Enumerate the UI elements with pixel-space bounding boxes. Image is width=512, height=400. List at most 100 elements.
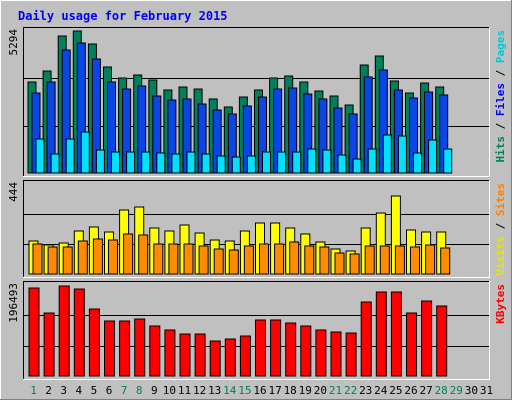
legend-labels: Visits / Sites: [494, 183, 507, 276]
legend-visits: Visits: [494, 236, 507, 276]
bar-pages-day-12: [201, 153, 211, 174]
bar-sites-day-8: [138, 234, 149, 275]
chart-panels: 5294 Hits / Files / Pages 444 Visits / Site…: [7, 27, 507, 380]
bar-pages-day-20: [322, 149, 332, 174]
bar-sites-day-5: [92, 238, 103, 275]
x-tick-label-5: 5: [91, 384, 98, 397]
x-tick-label-27: 27: [419, 384, 432, 397]
bar-pages-day-28: [443, 148, 453, 174]
bar-kbytes-day-26: [406, 312, 417, 377]
bar-kbytes-day-4: [73, 288, 85, 377]
legend-labels: KBytes: [494, 284, 507, 324]
bar-sites-day-7: [123, 233, 134, 275]
x-tick-label-19: 19: [299, 384, 312, 397]
bar-kbytes-day-2: [43, 312, 55, 377]
bar-pages-day-3: [65, 138, 75, 174]
x-tick-label-29: 29: [450, 384, 463, 397]
bar-sites-day-3: [62, 246, 73, 275]
bar-kbytes-day-19: [300, 325, 312, 377]
bar-kbytes-day-20: [315, 329, 327, 377]
legend-sites: Sites: [494, 183, 507, 216]
bar-pages-day-6: [111, 151, 120, 174]
y-axis-max-label: 444: [7, 182, 20, 202]
bar-pages-day-16: [262, 151, 271, 174]
legend-kbytes: KBytes: [494, 284, 507, 324]
bar-pages-day-13: [216, 155, 226, 174]
bar-sites-day-21: [334, 252, 345, 275]
series-kbytes: [28, 285, 448, 377]
x-tick-label-28: 28: [435, 384, 448, 397]
x-tick-label-13: 13: [208, 384, 221, 397]
bar-sites-day-1: [32, 243, 43, 275]
bar-pages-day-27: [428, 139, 438, 174]
x-tick-label-10: 10: [163, 384, 176, 397]
bar-pages-day-15: [246, 155, 256, 174]
x-tick-label-4: 4: [75, 384, 82, 397]
series-sites: [32, 233, 451, 275]
x-tick-label-23: 23: [359, 384, 372, 397]
bar-pages-day-14: [231, 156, 241, 174]
x-tick-label-11: 11: [178, 384, 191, 397]
bar-kbytes-day-12: [194, 333, 206, 377]
y-axis-max-label: 5294: [7, 29, 20, 56]
bar-kbytes-day-22: [345, 332, 357, 377]
bar-pages-day-2: [50, 153, 60, 174]
legend-visits: Visits / Sites: [494, 183, 507, 276]
x-tick-label-15: 15: [238, 384, 251, 397]
bar-pages-day-23: [367, 148, 377, 174]
bar-kbytes-day-15: [239, 335, 251, 377]
legend-separator: /: [494, 63, 507, 83]
bar-kbytes-day-1: [28, 287, 40, 377]
bar-kbytes-day-17: [270, 319, 282, 377]
legend-files: Files: [494, 83, 507, 116]
x-tick-label-30: 30: [465, 384, 478, 397]
bar-pages-day-24: [382, 134, 392, 174]
x-tick-label-21: 21: [329, 384, 342, 397]
panel-visits: 444 Visits / Sites: [7, 180, 507, 278]
legend-separator: /: [494, 216, 507, 236]
y-axis-max-label: 196493: [7, 283, 20, 323]
bar-pages-day-21: [337, 154, 347, 174]
bar-kbytes-day-13: [209, 340, 221, 377]
bar-sites-day-20: [319, 246, 330, 275]
bar-pages-day-22: [352, 158, 362, 174]
legend-separator: /: [494, 116, 507, 136]
bar-sites-day-2: [47, 246, 58, 275]
bar-sites-day-14: [228, 249, 239, 275]
bar-kbytes-day-25: [390, 291, 402, 377]
bar-kbytes-day-10: [164, 329, 176, 377]
x-tick-label-24: 24: [374, 384, 388, 397]
bar-kbytes-day-9: [149, 325, 161, 377]
x-tick-label-12: 12: [193, 384, 206, 397]
legend-kbytes: KBytes: [494, 284, 507, 324]
bar-sites-day-25: [394, 245, 405, 275]
panel-hits: 5294 Hits / Files / Pages: [7, 27, 507, 177]
x-tick-label-26: 26: [404, 384, 417, 397]
panel-kbytes: 196493 KBytes: [7, 281, 507, 380]
bar-pages-day-5: [95, 149, 105, 174]
bar-sites-day-12: [198, 245, 209, 275]
bar-pages-day-26: [413, 152, 422, 174]
bar-kbytes-day-18: [285, 322, 297, 377]
x-tick-label-8: 8: [136, 384, 143, 397]
bar-pages-day-4: [80, 131, 90, 174]
bar-kbytes-day-28: [436, 305, 448, 377]
x-tick-label-14: 14: [223, 384, 237, 397]
bar-pages-day-7: [126, 151, 136, 174]
bar-pages-day-25: [397, 135, 407, 174]
bar-sites-day-6: [108, 239, 118, 275]
bar-sites-day-18: [289, 241, 300, 275]
legend-hits: Hits: [494, 136, 507, 163]
bar-sites-day-22: [349, 253, 360, 275]
bar-sites-day-10: [168, 243, 179, 275]
bar-kbytes-day-5: [88, 308, 100, 377]
x-tick-label-20: 20: [314, 384, 327, 397]
x-tick-label-2: 2: [45, 384, 52, 397]
bar-sites-day-26: [410, 246, 420, 275]
x-tick-label-17: 17: [268, 384, 281, 397]
bar-sites-day-9: [153, 243, 164, 275]
bar-kbytes-day-16: [255, 319, 266, 377]
x-tick-label-7: 7: [121, 384, 128, 397]
bar-sites-day-13: [213, 248, 224, 275]
bar-sites-day-15: [243, 245, 254, 275]
